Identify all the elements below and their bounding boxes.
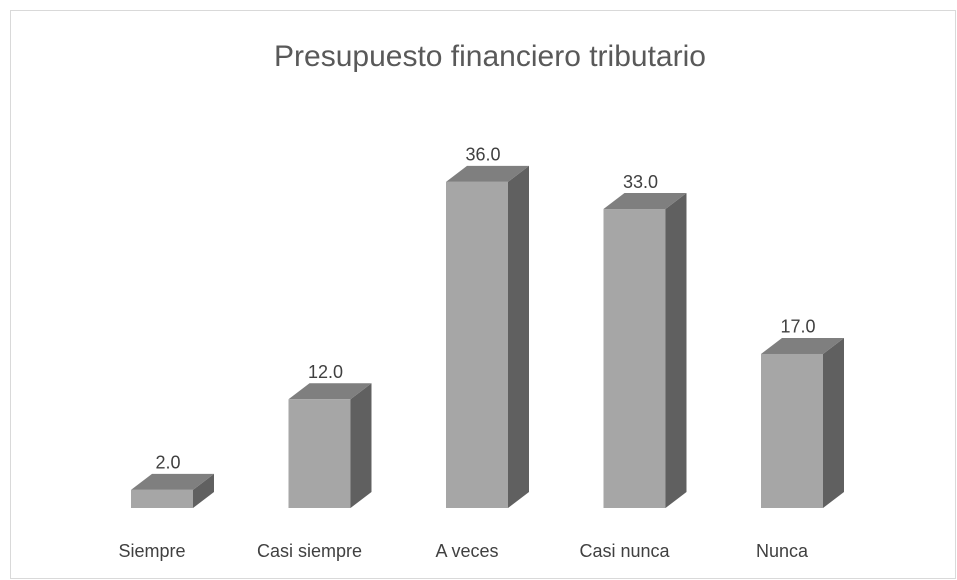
x-tick-label: Casi nunca bbox=[579, 541, 670, 561]
bar bbox=[288, 383, 372, 508]
data-label: 12.0 bbox=[308, 362, 343, 382]
x-tick-label: Siempre bbox=[118, 541, 185, 561]
bar bbox=[131, 473, 214, 508]
bar-side bbox=[823, 337, 844, 508]
bar-front bbox=[288, 399, 351, 508]
bar-front bbox=[131, 489, 193, 508]
bar bbox=[761, 337, 844, 508]
bar-top bbox=[603, 193, 687, 210]
x-tick-label: Casi siempre bbox=[257, 541, 362, 561]
x-tick-label: Nunca bbox=[756, 541, 809, 561]
data-label: 17.0 bbox=[780, 317, 815, 337]
data-label: 33.0 bbox=[623, 172, 658, 192]
bar-side bbox=[350, 383, 372, 508]
data-label: 36.0 bbox=[465, 145, 500, 165]
bar-side bbox=[508, 165, 529, 508]
bar bbox=[603, 193, 687, 508]
bar-top bbox=[761, 337, 844, 354]
x-tick-label: A veces bbox=[435, 541, 498, 561]
bar-front bbox=[446, 181, 508, 508]
bar-top bbox=[131, 473, 214, 490]
bar-side bbox=[665, 193, 687, 508]
chart-title: Presupuesto financiero tributario bbox=[274, 40, 706, 73]
data-label: 2.0 bbox=[155, 453, 180, 473]
bar-top bbox=[446, 165, 529, 182]
bar-side bbox=[193, 473, 214, 508]
bar bbox=[446, 165, 529, 508]
bar-front bbox=[603, 209, 666, 508]
bar-top bbox=[288, 383, 372, 400]
bar-front bbox=[761, 353, 823, 508]
